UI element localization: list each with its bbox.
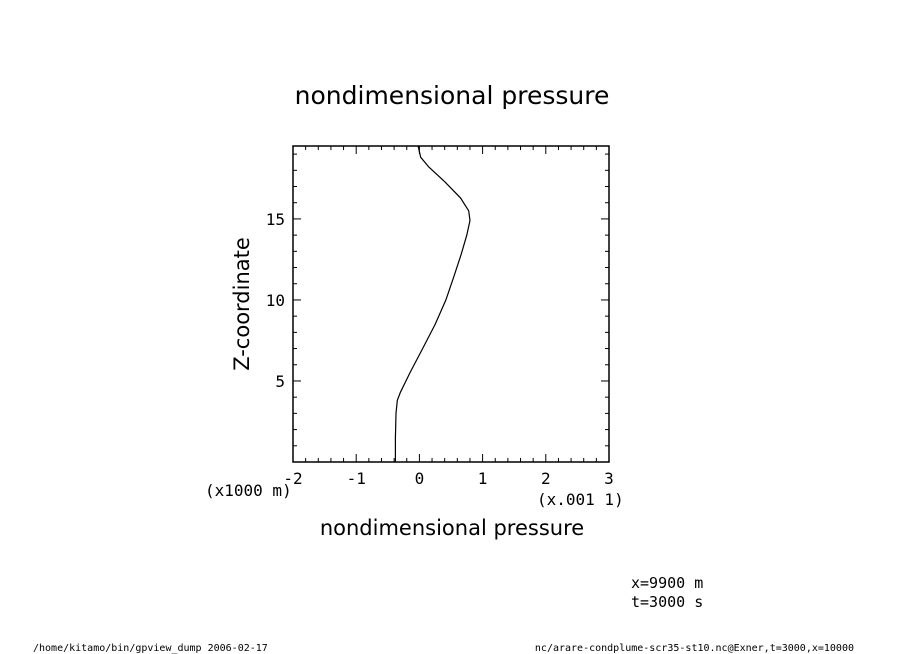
x-tick-label: 2 <box>541 469 551 488</box>
time-readout: t=3000 s <box>631 593 703 611</box>
axis-ticks <box>292 146 610 462</box>
x-tick-labels: -2 -1 0 1 2 3 <box>283 469 613 488</box>
y-tick-labels: 5 10 15 <box>266 210 285 391</box>
y-axis-label: Z-coordinate <box>230 237 254 371</box>
x-position-readout: x=9900 m <box>631 574 703 592</box>
y-tick-label: 15 <box>266 210 285 229</box>
x-tick-label: -2 <box>283 469 302 488</box>
x-tick-label: 0 <box>415 469 425 488</box>
y-tick-label: 10 <box>266 291 285 310</box>
footer-right: nc/arare-condplume-scr35-st10.nc@Exner,t… <box>535 643 854 654</box>
y-tick-label: 5 <box>275 372 285 391</box>
x-tick-label: 1 <box>478 469 488 488</box>
footer-left: /home/kitamo/bin/gpview_dump 2006-02-17 <box>33 643 268 654</box>
x-tick-label: -1 <box>347 469 366 488</box>
chart-title: nondimensional pressure <box>295 81 610 110</box>
x-tick-label: 3 <box>604 469 614 488</box>
series-line <box>394 145 471 462</box>
x-scale-label: (x.001 1) <box>537 490 624 509</box>
y-scale-label: (x1000 m) <box>205 481 292 500</box>
plot-frame <box>292 145 610 463</box>
series-group <box>394 145 471 462</box>
x-axis-label: nondimensional pressure <box>320 516 584 540</box>
